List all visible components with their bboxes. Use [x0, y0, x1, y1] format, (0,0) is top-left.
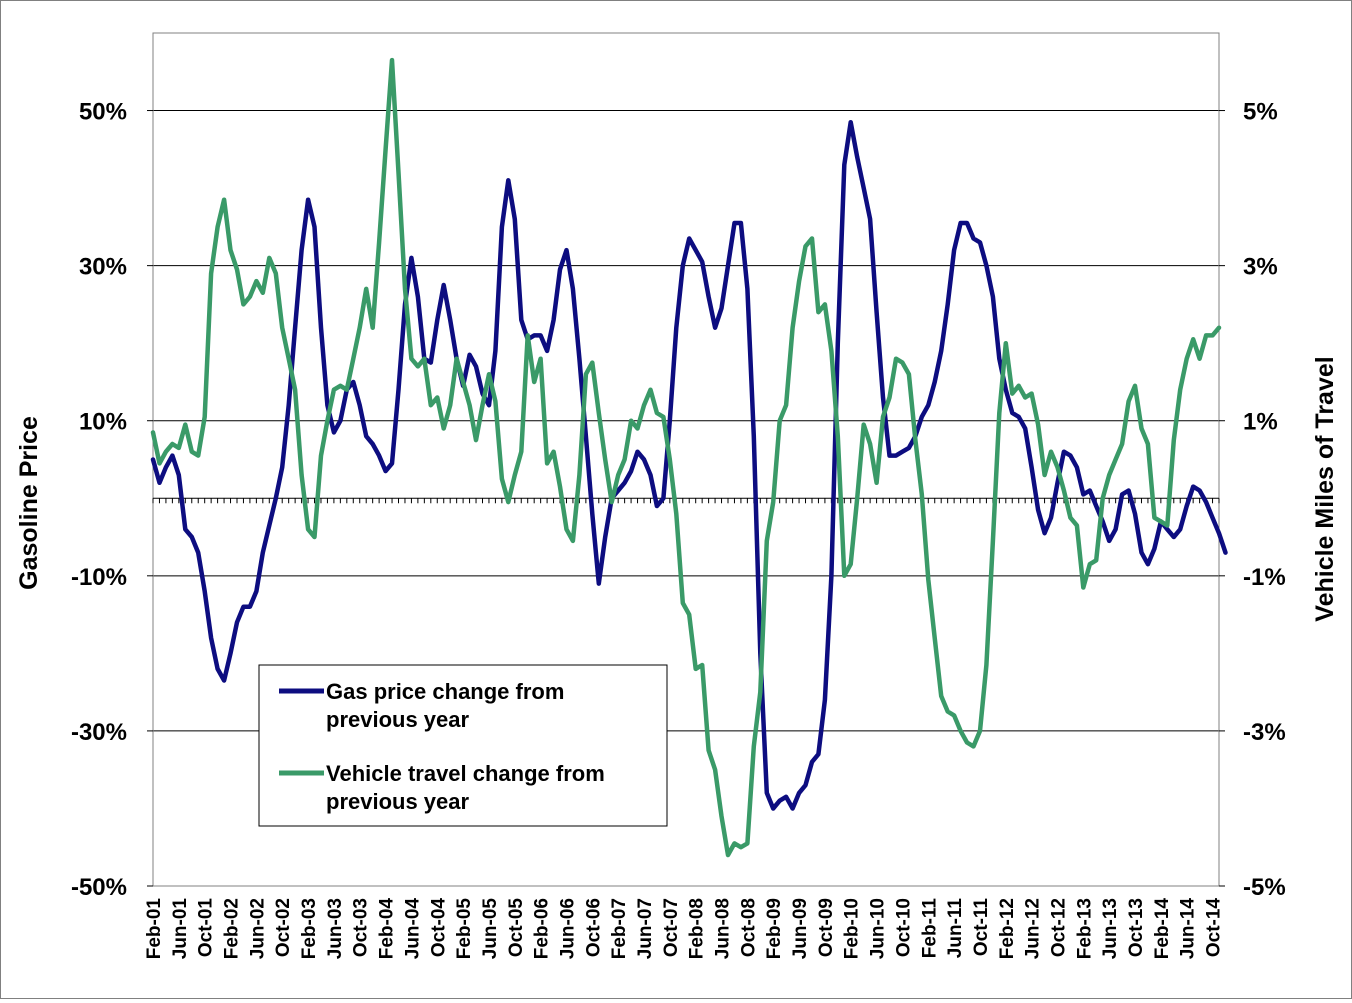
x-tick-label: Feb-08 [687, 898, 708, 959]
zero-axis [152, 497, 1220, 504]
right-tick-label: 3% [1243, 254, 1278, 281]
legend: Gas price change from previous year Vehi… [258, 664, 668, 827]
right-tick-label: -3% [1243, 719, 1286, 746]
x-tick-label: Feb-14 [1152, 898, 1173, 960]
x-tick-label: Oct-08 [738, 898, 759, 957]
right-axis-ticks: 5% 3% 1% -1% -3% -5% [1219, 99, 1286, 901]
vehicle-travel-series-line [150, 57, 1222, 858]
x-axis-ticks: Feb-01 Jun-01 Oct-01 Feb-02 Jun-02 Oct-02 Feb-… [144, 898, 1225, 960]
x-tick-label: Jun-06 [557, 898, 578, 959]
right-tick-label: 5% [1243, 99, 1278, 126]
x-tick-label: Oct-03 [351, 898, 372, 957]
x-tick-label: Jun-11 [945, 898, 966, 959]
right-tick-label: 1% [1243, 409, 1278, 436]
x-tick-label: Oct-12 [1048, 898, 1069, 957]
x-tick-label: Feb-10 [842, 898, 863, 959]
legend-label-vmt-line1: Vehicle travel change from [326, 761, 605, 786]
x-tick-label: Jun-08 [713, 898, 734, 959]
left-tick-label: -10% [71, 564, 127, 591]
x-tick-label: Oct-06 [583, 898, 604, 957]
x-tick-label: Feb-02 [222, 898, 243, 959]
left-tick-label: -50% [71, 874, 127, 901]
legend-box [258, 664, 668, 827]
x-tick-label: Oct-10 [893, 898, 914, 957]
left-tick-label: 10% [79, 409, 127, 436]
legend-label-vmt-line2: previous year [326, 789, 470, 814]
x-tick-label: Jun-13 [1100, 898, 1121, 959]
x-tick-label: Oct-04 [428, 898, 449, 958]
x-tick-label: Jun-12 [1023, 898, 1044, 959]
left-tick-label: 50% [79, 99, 127, 126]
x-tick-label: Jun-09 [790, 898, 811, 959]
right-tick-label: -1% [1243, 564, 1286, 591]
x-tick-label: Feb-11 [919, 898, 940, 959]
x-tick-label: Feb-05 [454, 898, 475, 960]
x-tick-label: Feb-06 [532, 898, 553, 959]
gridlines [153, 110, 1219, 732]
x-tick-label: Oct-11 [971, 898, 992, 957]
x-tick-label: Feb-09 [764, 898, 785, 959]
x-tick-label: Jun-10 [868, 898, 889, 959]
x-tick-label: Jun-14 [1178, 898, 1199, 960]
x-tick-label: Feb-12 [997, 898, 1018, 959]
x-tick-label: Feb-01 [144, 898, 165, 960]
x-tick-label: Feb-04 [377, 898, 398, 960]
right-axis-title: Vehicle Miles of Travel [1311, 356, 1339, 621]
series-layer [150, 57, 1228, 858]
legend-label-gas-line1: Gas price change from [326, 679, 564, 704]
x-tick-label: Feb-13 [1074, 898, 1095, 959]
x-tick-label: Oct-07 [661, 898, 682, 957]
x-tick-label: Oct-02 [273, 898, 294, 957]
x-tick-label: Oct-01 [196, 898, 217, 958]
x-tick-label: Jun-07 [635, 898, 656, 959]
left-tick-label: 30% [79, 254, 127, 281]
x-tick-label: Oct-13 [1126, 898, 1147, 957]
left-axis-title: Gasoline Price [15, 416, 43, 590]
x-tick-label: Jun-04 [402, 898, 423, 960]
x-tick-label: Oct-05 [506, 898, 527, 958]
x-tick-label: Feb-03 [299, 898, 320, 959]
left-axis-ticks: 50% 30% 10% -10% -30% -50% [71, 99, 153, 901]
x-tick-label: Jun-01 [170, 898, 191, 960]
x-tick-label: Jun-03 [325, 898, 346, 959]
right-tick-label: -5% [1243, 874, 1286, 901]
x-tick-label: Oct-14 [1204, 898, 1225, 958]
x-tick-label: Jun-05 [480, 898, 501, 960]
x-tick-label: Jun-02 [247, 898, 268, 959]
x-tick-label: Feb-07 [609, 898, 630, 959]
gas-price-series-line [150, 119, 1228, 811]
x-tick-label: Oct-09 [816, 898, 837, 957]
left-tick-label: -30% [71, 719, 127, 746]
legend-label-gas-line2: previous year [326, 707, 470, 732]
